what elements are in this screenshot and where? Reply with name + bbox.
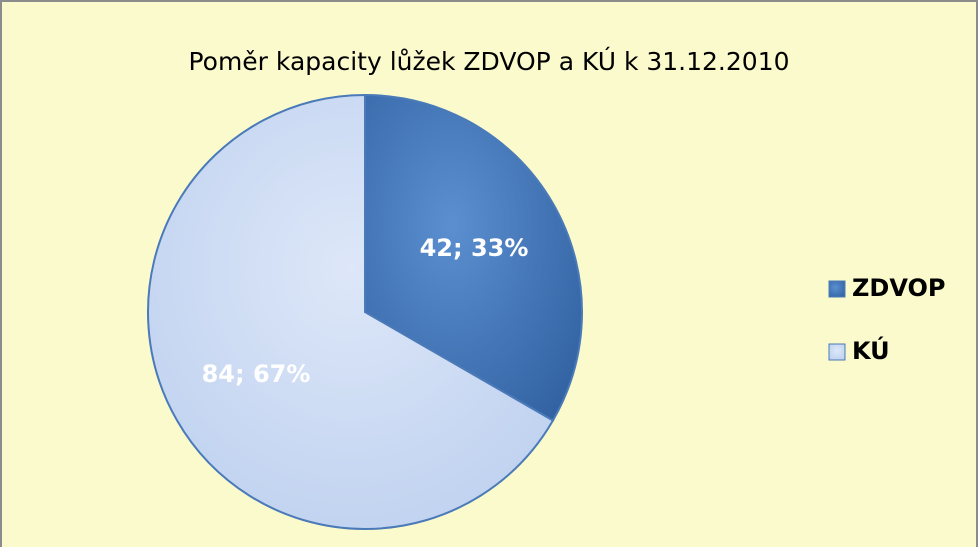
data-label: 42; 33% xyxy=(420,234,529,262)
pie-slice xyxy=(147,93,555,530)
legend-label: KÚ xyxy=(852,335,890,365)
pie-slice xyxy=(364,93,583,422)
data-label: 84; 67% xyxy=(202,360,311,388)
chart-title: Poměr kapacity lůžek ZDVOP a KÚ k 31.12.… xyxy=(188,46,789,76)
legend-label: ZDVOP xyxy=(852,274,945,302)
legend-swatch xyxy=(828,343,846,361)
legend-swatch xyxy=(828,280,846,298)
